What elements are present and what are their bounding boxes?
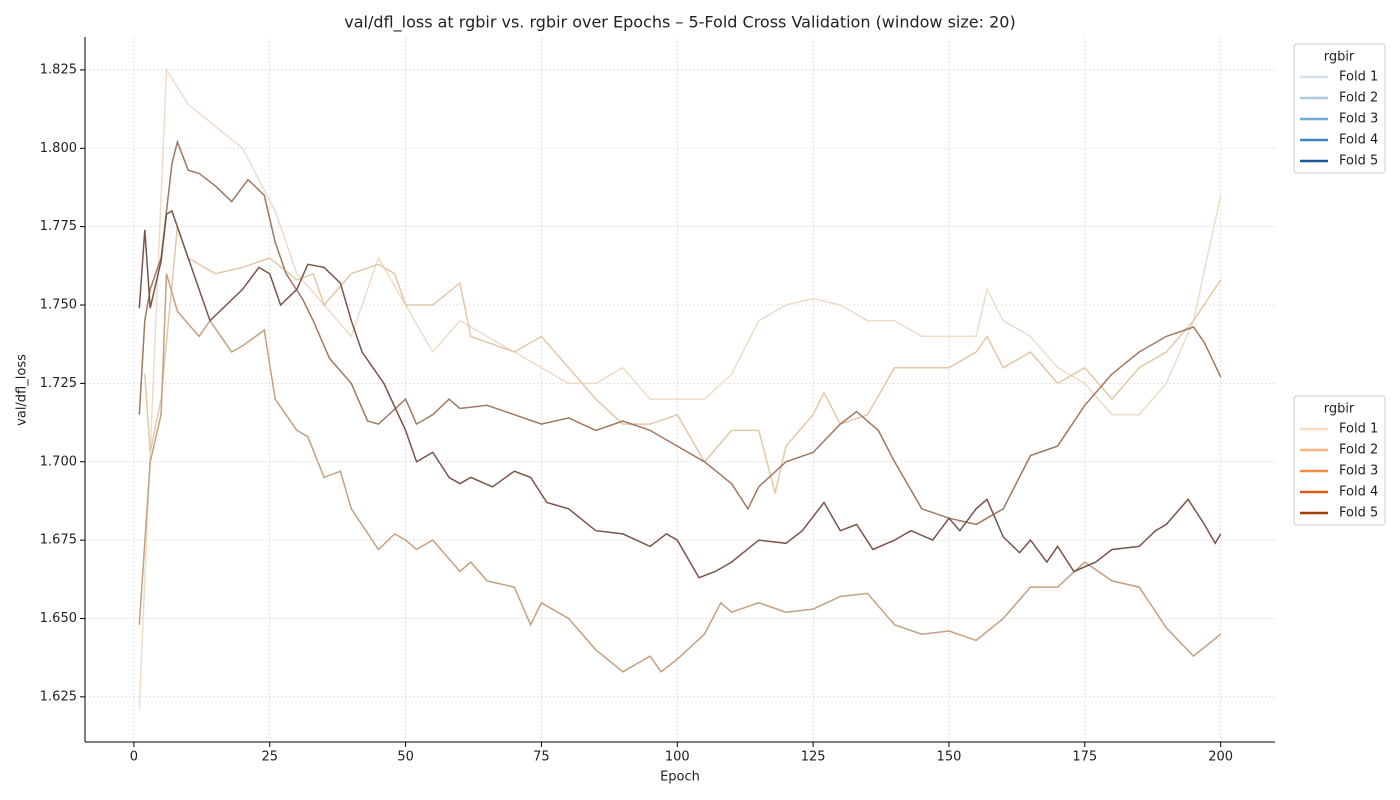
legend-label: Fold 5 (1339, 154, 1378, 169)
legend-label: Fold 1 (1339, 422, 1378, 437)
y-tick-label: 1.825 (40, 62, 77, 77)
y-tick-label: 1.750 (40, 298, 77, 313)
y-tick-label: 1.650 (40, 611, 77, 626)
legend-label: Fold 2 (1339, 443, 1378, 458)
legend-label: Fold 4 (1339, 485, 1378, 500)
x-tick-label: 75 (533, 750, 550, 765)
series-line (138, 67, 1222, 710)
legend-label: Fold 5 (1339, 506, 1378, 521)
legend-label: Fold 3 (1339, 464, 1378, 479)
x-tick-label: 125 (801, 750, 826, 765)
series-line (138, 209, 1222, 579)
x-tick-label: 100 (665, 750, 690, 765)
series-line (138, 273, 1222, 673)
x-tick-label: 50 (397, 750, 414, 765)
x-tick-label: 0 (130, 750, 138, 765)
x-tick-label: 25 (261, 750, 278, 765)
x-tick-label: 175 (1072, 750, 1097, 765)
legend-label: Fold 2 (1339, 91, 1378, 106)
legend-label: Fold 1 (1339, 70, 1378, 85)
legend-title: rgbir (1324, 50, 1355, 65)
legend-title: rgbir (1324, 402, 1355, 417)
x-tick-label: 150 (937, 750, 962, 765)
legend-label: Fold 4 (1339, 133, 1378, 148)
y-tick-label: 1.725 (40, 376, 77, 391)
series-line (138, 139, 1222, 526)
legend-label: Fold 3 (1339, 112, 1378, 127)
y-axis-label: val/dfl_loss (15, 354, 30, 426)
y-tick-label: 1.800 (40, 141, 77, 156)
series-line (144, 226, 1222, 494)
y-tick-label: 1.775 (40, 219, 77, 234)
y-tick-label: 1.675 (40, 533, 77, 548)
y-tick-label: 1.700 (40, 454, 77, 469)
chart-title: val/dfl_loss at rgbir vs. rgbir over Epo… (344, 13, 1015, 33)
x-tick-label: 200 (1208, 750, 1233, 765)
y-tick-label: 1.625 (40, 689, 77, 704)
x-axis-label: Epoch (660, 770, 700, 785)
